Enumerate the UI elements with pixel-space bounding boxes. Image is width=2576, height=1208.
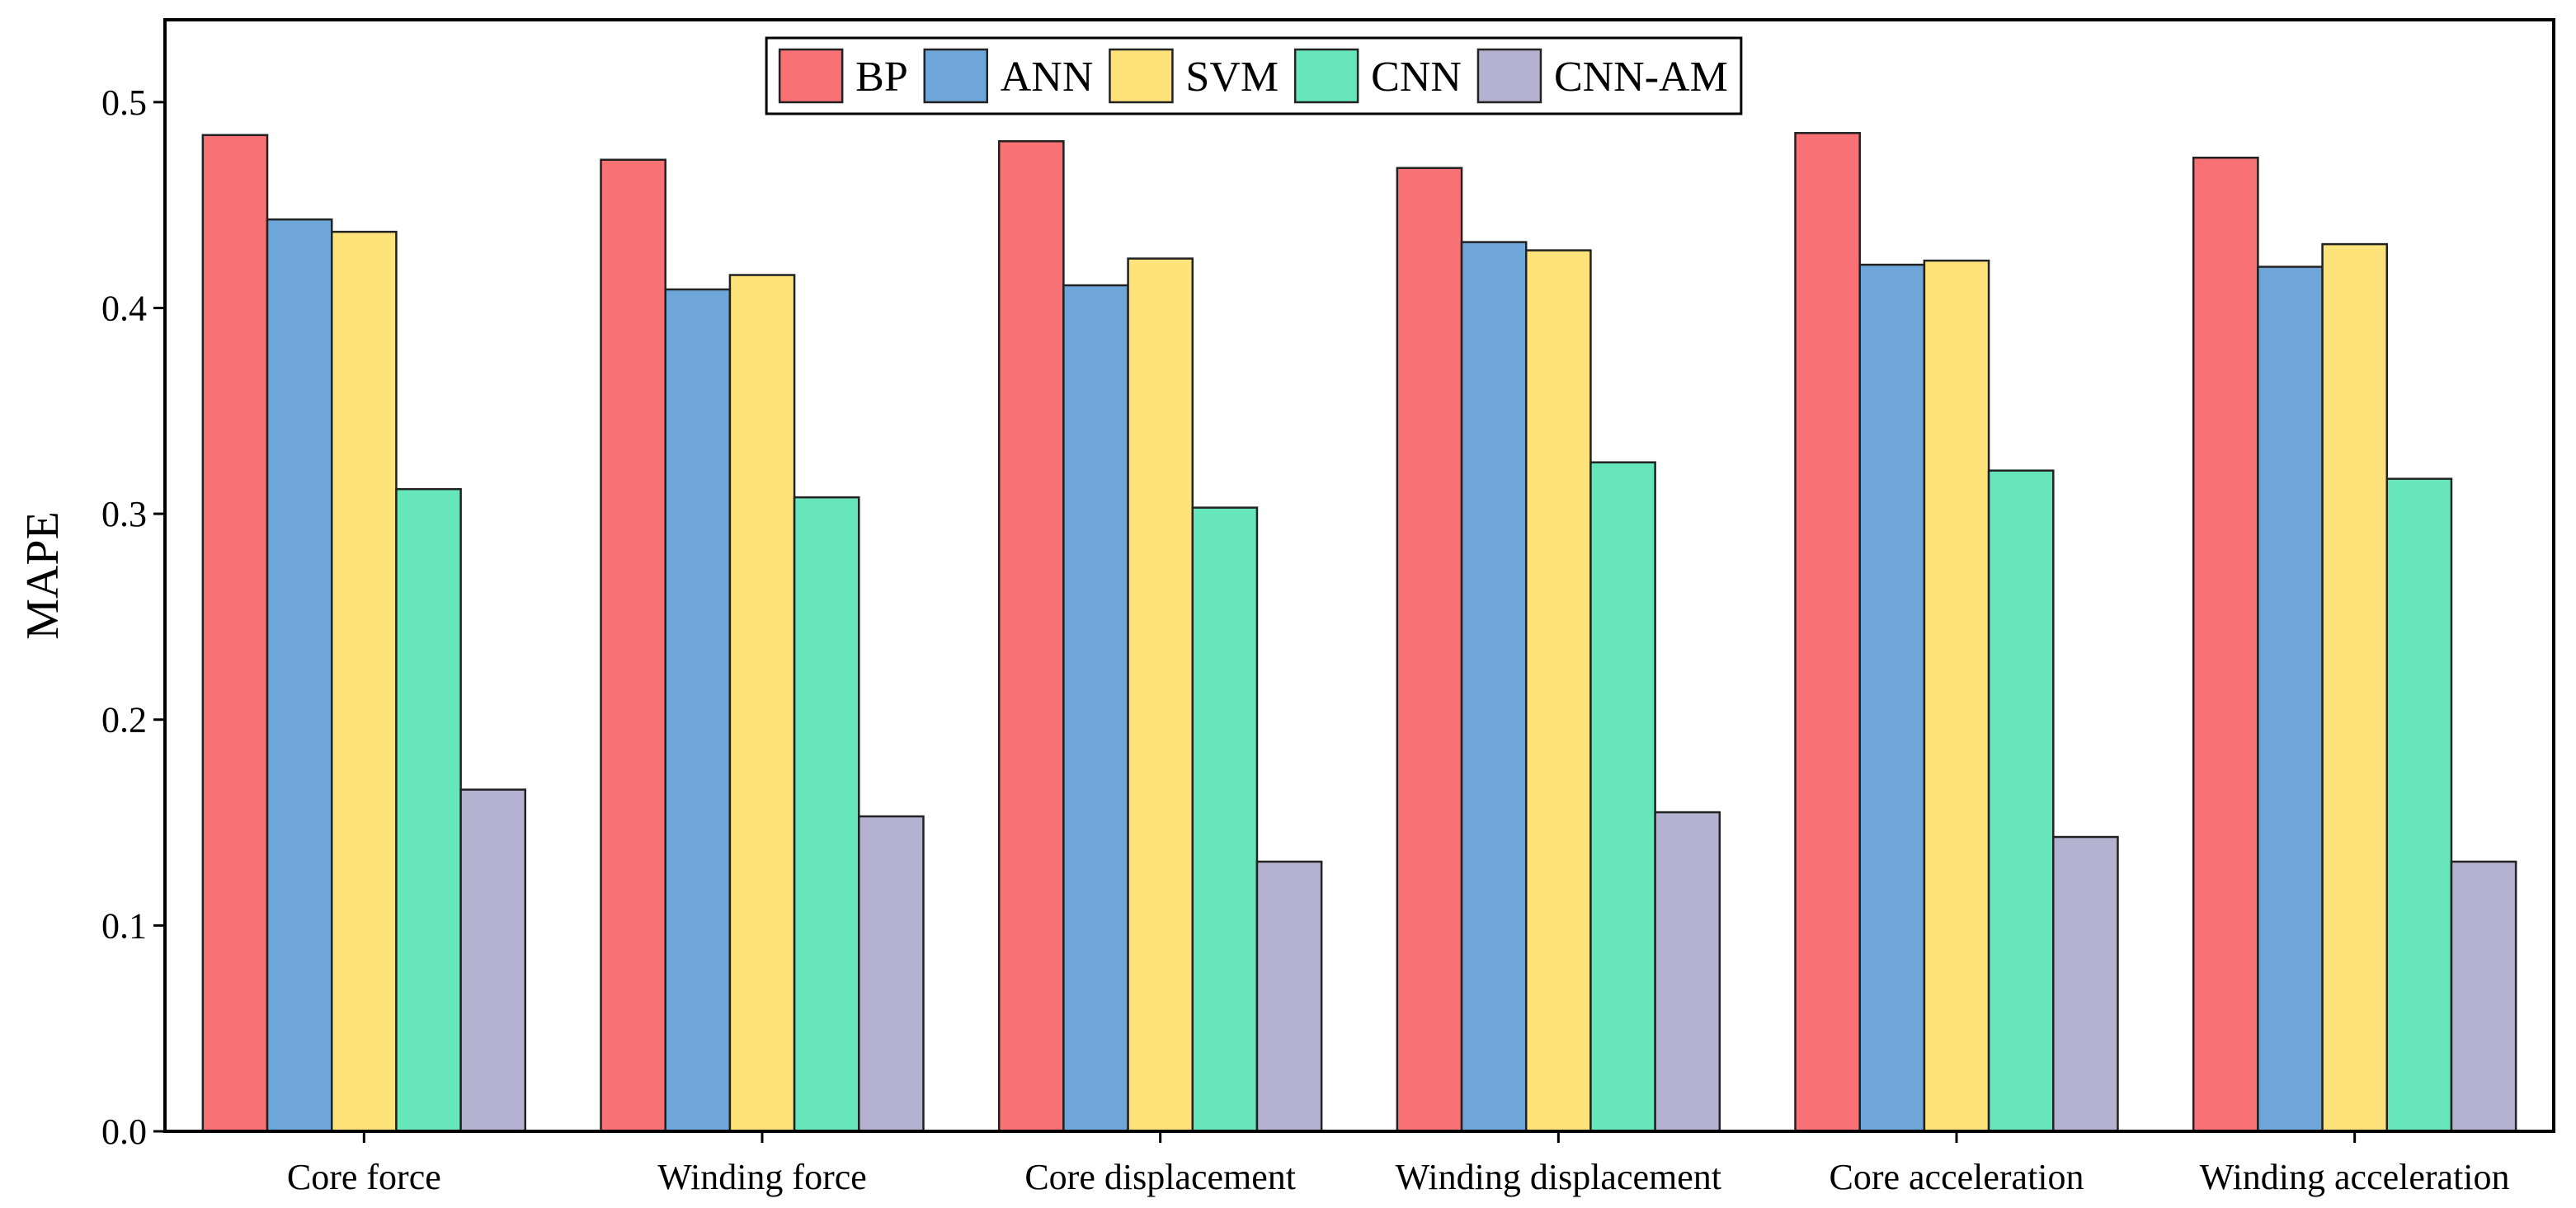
bar — [1987, 469, 2055, 1133]
y-axis-title: MAPE — [17, 511, 68, 640]
legend-swatch — [1476, 48, 1542, 104]
bar — [266, 218, 333, 1133]
legend-label: CNN — [1371, 54, 1462, 101]
bar — [395, 487, 462, 1133]
bar — [1396, 167, 1463, 1133]
bar — [1654, 811, 1721, 1133]
bar — [1191, 506, 1259, 1133]
bar — [1460, 241, 1528, 1133]
y-tick-label: 0.1 — [101, 905, 147, 946]
bar — [201, 134, 269, 1133]
bar — [459, 788, 527, 1133]
legend: BP ANN SVM CNN CNN-AM — [765, 36, 1743, 115]
bar — [1858, 263, 1926, 1133]
legend-label: BP — [855, 54, 908, 101]
bar — [1589, 461, 1656, 1133]
x-tick-label: Winding force — [657, 1157, 867, 1197]
bar — [2052, 835, 2119, 1133]
legend-swatch — [778, 48, 844, 104]
y-tick-label: 0.5 — [101, 82, 147, 123]
bar — [2450, 860, 2517, 1133]
bar — [793, 496, 860, 1133]
y-tick-label: 0.2 — [101, 700, 147, 740]
legend-label: SVM — [1185, 54, 1279, 101]
legend-swatch — [1109, 48, 1174, 104]
bar — [330, 230, 398, 1133]
bar — [2192, 157, 2259, 1133]
legend-label: CNN-AM — [1554, 54, 1728, 101]
legend-label: ANN — [1001, 54, 1094, 101]
legend-swatch — [1293, 48, 1359, 104]
bar — [728, 274, 796, 1133]
bar — [1794, 132, 1861, 1133]
y-tick-label: 0.0 — [101, 1112, 147, 1152]
bar — [1062, 284, 1129, 1133]
bar — [2257, 266, 2324, 1133]
x-tick-label: Winding displacement — [1396, 1157, 1721, 1197]
y-tick-label: 0.4 — [101, 288, 147, 328]
bar — [1255, 860, 1323, 1133]
bar — [858, 815, 925, 1133]
bar — [2385, 477, 2453, 1133]
bar — [997, 140, 1065, 1133]
y-tick-label: 0.3 — [101, 494, 147, 534]
plot-frame — [163, 18, 2555, 1133]
x-tick-label: Winding acceleration — [2200, 1157, 2510, 1197]
x-tick-label: Core acceleration — [1829, 1157, 2084, 1197]
x-tick-label: Core displacement — [1024, 1157, 1296, 1197]
bar — [2321, 242, 2389, 1133]
bar — [1127, 257, 1194, 1133]
legend-swatch — [923, 48, 989, 104]
x-tick-label: Core force — [287, 1157, 441, 1197]
bar — [600, 158, 666, 1133]
bar — [1923, 259, 1990, 1133]
bar — [664, 288, 732, 1133]
bar — [1524, 249, 1592, 1133]
